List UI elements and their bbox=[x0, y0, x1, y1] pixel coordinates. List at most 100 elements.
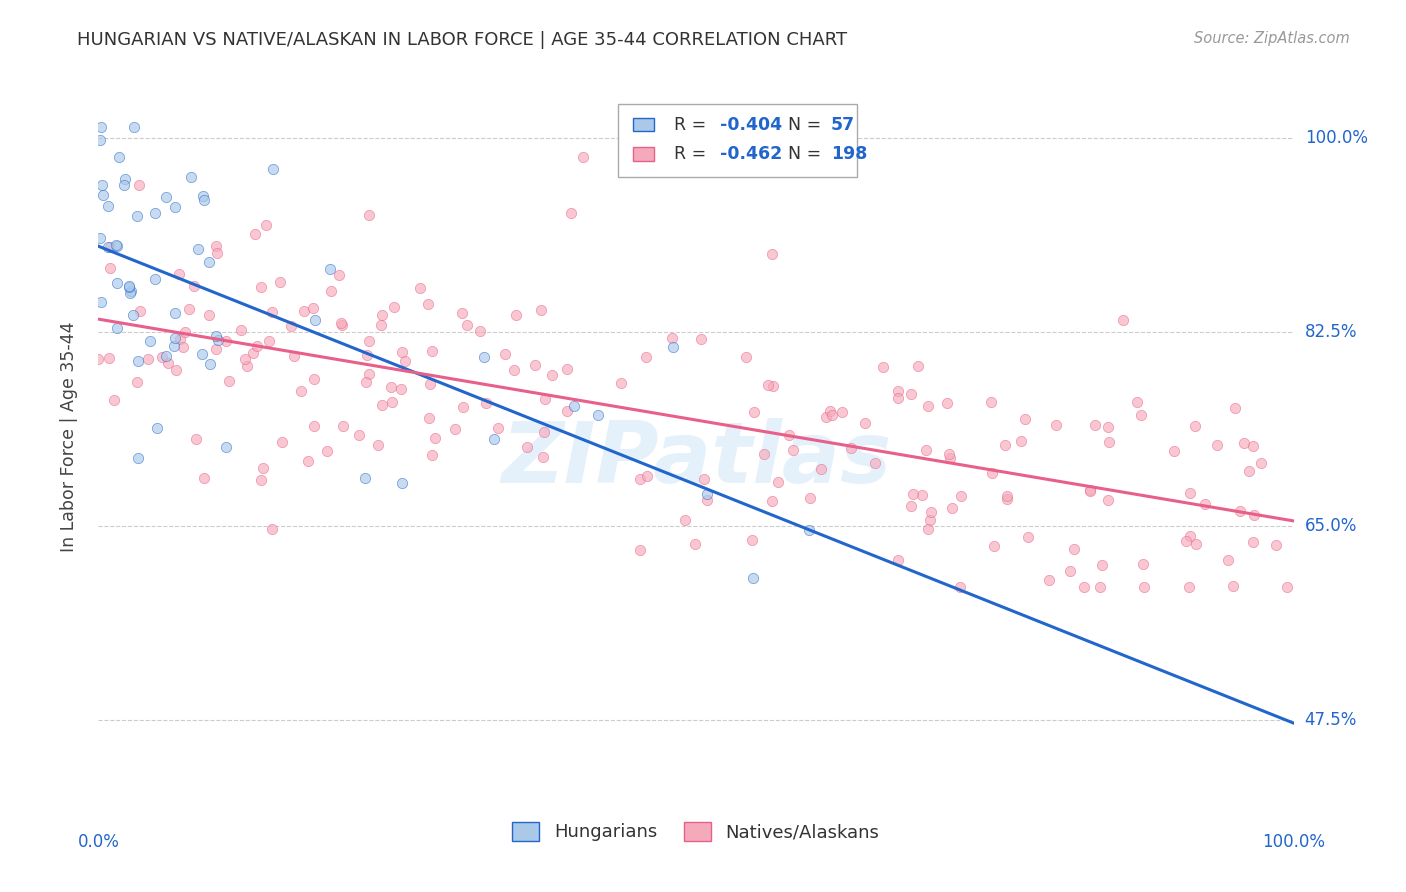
Point bbox=[821, 408, 844, 422]
Point bbox=[486, 420, 509, 434]
Point bbox=[831, 405, 853, 419]
Point bbox=[1126, 395, 1149, 409]
Point bbox=[155, 189, 177, 203]
Point bbox=[1097, 493, 1119, 508]
Point bbox=[233, 352, 256, 367]
Point bbox=[994, 438, 1017, 452]
Point bbox=[150, 350, 173, 364]
Point bbox=[236, 359, 259, 373]
Point bbox=[815, 409, 838, 424]
Point bbox=[157, 355, 180, 369]
Text: 57: 57 bbox=[831, 116, 855, 134]
Point bbox=[382, 301, 405, 315]
Point bbox=[1194, 497, 1216, 511]
Point bbox=[98, 261, 121, 276]
Point bbox=[302, 418, 325, 433]
Point bbox=[690, 332, 713, 346]
Point bbox=[163, 339, 186, 353]
Point bbox=[205, 239, 228, 253]
Point bbox=[177, 302, 200, 317]
Point bbox=[260, 523, 283, 537]
Point bbox=[696, 487, 718, 501]
Point bbox=[761, 493, 783, 508]
Point bbox=[1223, 401, 1246, 415]
Point bbox=[146, 421, 169, 435]
Point bbox=[533, 425, 555, 439]
Y-axis label: In Labor Force | Age 35-44: In Labor Force | Age 35-44 bbox=[59, 322, 77, 552]
Point bbox=[1250, 456, 1272, 470]
Point bbox=[139, 334, 162, 348]
Point bbox=[143, 272, 166, 286]
Point bbox=[918, 513, 941, 527]
Point bbox=[530, 303, 553, 318]
Point bbox=[125, 375, 148, 389]
Point bbox=[252, 461, 274, 475]
Point bbox=[243, 227, 266, 241]
Point bbox=[1097, 420, 1119, 434]
Point bbox=[87, 352, 110, 367]
Point bbox=[900, 387, 922, 401]
Point bbox=[839, 441, 862, 455]
Point bbox=[1073, 580, 1095, 594]
Point bbox=[129, 304, 152, 318]
Point bbox=[319, 262, 342, 277]
Text: R =: R = bbox=[675, 116, 713, 134]
Point bbox=[917, 399, 939, 413]
Point bbox=[89, 231, 111, 245]
Text: 100.0%: 100.0% bbox=[1263, 833, 1324, 851]
Point bbox=[1175, 533, 1198, 548]
Point bbox=[980, 395, 1002, 409]
Point bbox=[903, 487, 925, 501]
Point bbox=[105, 276, 128, 290]
Point bbox=[108, 150, 131, 164]
Point bbox=[90, 120, 112, 134]
Point bbox=[205, 342, 228, 356]
Point bbox=[995, 489, 1018, 503]
Point bbox=[761, 247, 783, 261]
Point bbox=[865, 456, 887, 470]
Point bbox=[588, 408, 610, 422]
Point bbox=[420, 343, 443, 358]
Point bbox=[187, 242, 209, 256]
Text: 82.5%: 82.5% bbox=[1305, 323, 1357, 341]
Point bbox=[1045, 417, 1067, 432]
Point bbox=[572, 150, 595, 164]
Point bbox=[1216, 553, 1239, 567]
Point bbox=[523, 358, 546, 372]
Point bbox=[380, 380, 402, 394]
Point bbox=[250, 473, 273, 487]
Point bbox=[752, 447, 775, 461]
Text: 65.0%: 65.0% bbox=[1305, 516, 1357, 534]
Point bbox=[560, 206, 582, 220]
Point bbox=[1241, 439, 1264, 453]
Point bbox=[319, 284, 342, 298]
Point bbox=[673, 513, 696, 527]
Point bbox=[516, 440, 538, 454]
Point bbox=[887, 391, 910, 405]
Point bbox=[907, 359, 929, 373]
Point bbox=[91, 188, 114, 202]
Point bbox=[193, 193, 215, 207]
Point bbox=[981, 467, 1004, 481]
Point bbox=[1078, 484, 1101, 499]
Point bbox=[797, 523, 820, 537]
Point bbox=[634, 350, 657, 364]
Point bbox=[90, 294, 112, 309]
Point bbox=[114, 171, 136, 186]
Point bbox=[207, 334, 229, 348]
Point bbox=[1178, 529, 1201, 543]
Point bbox=[555, 404, 578, 418]
Point bbox=[165, 363, 187, 377]
Point bbox=[356, 348, 378, 362]
Point bbox=[1178, 485, 1201, 500]
Point bbox=[938, 447, 960, 461]
Point bbox=[163, 330, 186, 344]
Text: Source: ZipAtlas.com: Source: ZipAtlas.com bbox=[1194, 31, 1350, 46]
Point bbox=[122, 309, 145, 323]
Point bbox=[1014, 411, 1036, 425]
Point bbox=[328, 268, 350, 282]
Point bbox=[359, 334, 381, 349]
Point bbox=[741, 533, 763, 547]
Point bbox=[531, 450, 554, 465]
Point bbox=[354, 470, 377, 484]
